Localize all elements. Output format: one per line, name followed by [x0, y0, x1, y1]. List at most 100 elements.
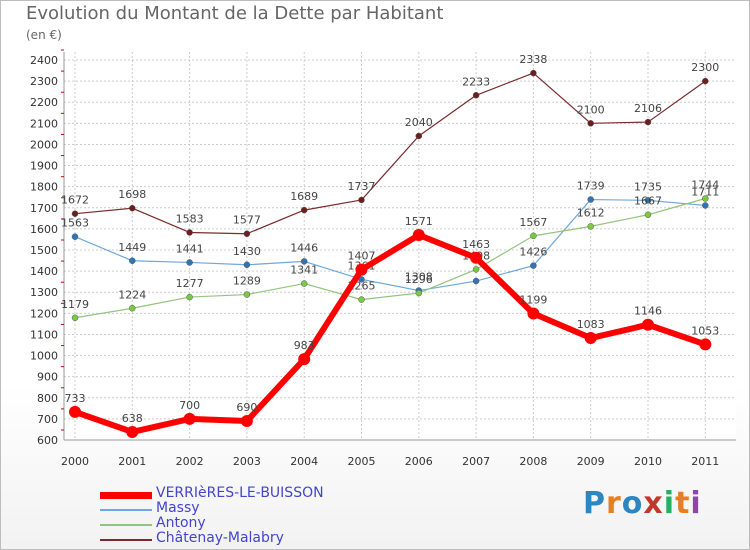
legend-label-chatenay: Châtenay-Malabry	[156, 530, 284, 546]
data-label: 1463	[462, 238, 490, 251]
data-point	[412, 229, 425, 242]
legend-swatch-antony	[100, 524, 152, 526]
data-point	[644, 197, 652, 204]
x-tick-label: 2005	[348, 455, 376, 468]
data-label: 1277	[176, 277, 204, 290]
data-label: 638	[122, 412, 143, 425]
data-label: 1083	[577, 318, 605, 331]
chart-title: Evolution du Montant de la Dette par Hab…	[26, 3, 444, 24]
series-line	[72, 232, 709, 435]
data-point	[587, 223, 594, 230]
series-line	[74, 198, 706, 292]
data-label: 2300	[691, 61, 719, 74]
data-point	[240, 415, 253, 427]
legend-label-antony: Antony	[156, 515, 206, 531]
data-label: 1577	[233, 214, 261, 227]
data-point	[699, 338, 712, 351]
data-label: 1612	[577, 206, 605, 219]
x-tick-label: 2002	[176, 455, 204, 468]
x-tick-label: 2007	[462, 455, 490, 468]
data-label: 1341	[290, 264, 318, 277]
data-point	[186, 259, 193, 266]
data-point	[530, 69, 537, 77]
y-tick-label: 1700	[30, 202, 58, 215]
data-point	[530, 262, 537, 269]
legend-swatch-verrieres	[100, 491, 152, 499]
x-tick-label: 2004	[290, 455, 318, 468]
legend-swatch-chatenay	[100, 539, 152, 541]
data-label: 1146	[634, 305, 662, 318]
logo-letter: i	[663, 486, 676, 521]
y-tick-label: 800	[37, 392, 58, 405]
data-point	[129, 257, 136, 265]
data-point	[243, 291, 251, 298]
data-point	[587, 196, 594, 203]
data-point	[584, 332, 597, 345]
data-point	[71, 233, 79, 240]
data-point	[186, 229, 193, 236]
x-tick-label: 2006	[405, 455, 433, 468]
data-point	[129, 305, 136, 312]
legend-label-massy: Massy	[156, 500, 200, 516]
data-label: 1689	[290, 190, 318, 203]
series-line	[74, 72, 706, 235]
y-tick-label: 1100	[30, 328, 58, 341]
data-label: 1571	[405, 215, 433, 228]
data-label: 1199	[519, 294, 547, 307]
y-tick-label: 1000	[30, 350, 58, 363]
data-label: 983	[294, 339, 315, 352]
data-point	[300, 258, 308, 265]
y-tick-label: 600	[37, 434, 58, 447]
data-point	[644, 118, 652, 126]
data-label: 1179	[61, 298, 89, 311]
y-tick-label: 700	[37, 413, 58, 426]
data-point	[415, 132, 423, 140]
data-label: 1698	[118, 188, 146, 201]
data-label: 1583	[176, 212, 204, 225]
y-tick-label: 2000	[30, 138, 58, 151]
data-label: 1667	[634, 195, 662, 208]
data-label: 2040	[405, 116, 433, 129]
data-label: 1426	[519, 246, 547, 259]
y-tick-label: 2300	[30, 75, 58, 88]
data-point	[702, 195, 709, 202]
logo-letter: P	[583, 486, 606, 521]
data-label: 1563	[61, 217, 89, 230]
data-label: 2233	[462, 75, 490, 88]
y-tick-label: 1900	[30, 160, 58, 173]
data-label: 700	[179, 399, 200, 412]
chart-unit-label: (en €)	[26, 28, 62, 42]
data-label: 1308	[405, 271, 433, 284]
data-point	[186, 293, 193, 301]
data-point	[702, 77, 709, 85]
logo-letter: x	[643, 486, 664, 521]
logo-letter: t	[675, 486, 691, 521]
data-label: 1739	[577, 180, 605, 193]
data-label: 2106	[634, 102, 662, 115]
y-tick-label: 1200	[30, 307, 58, 320]
data-label: 690	[236, 401, 257, 414]
data-point	[472, 92, 480, 99]
data-point	[527, 307, 540, 320]
data-label: 2100	[577, 103, 605, 116]
data-label: 733	[65, 392, 86, 405]
logo-letter: r	[606, 486, 622, 521]
logo-letter: o	[621, 486, 644, 521]
data-point	[355, 263, 368, 276]
data-point	[183, 412, 196, 425]
y-tick-label: 1400	[30, 265, 58, 278]
data-point	[358, 196, 365, 204]
x-tick-label: 2011	[691, 455, 719, 468]
data-label: 1446	[290, 241, 318, 254]
data-label: 1449	[118, 241, 146, 254]
x-tick-label: 2010	[634, 455, 662, 468]
x-tick-label: 2000	[61, 455, 89, 468]
data-point	[530, 232, 537, 240]
logo-letter: i	[690, 486, 702, 521]
y-tick-label: 900	[37, 371, 58, 384]
data-label: 1672	[61, 194, 89, 207]
y-tick-label: 2200	[30, 96, 58, 109]
data-label: 1407	[348, 250, 376, 263]
data-label: 1711	[691, 185, 719, 198]
data-point	[587, 120, 594, 127]
